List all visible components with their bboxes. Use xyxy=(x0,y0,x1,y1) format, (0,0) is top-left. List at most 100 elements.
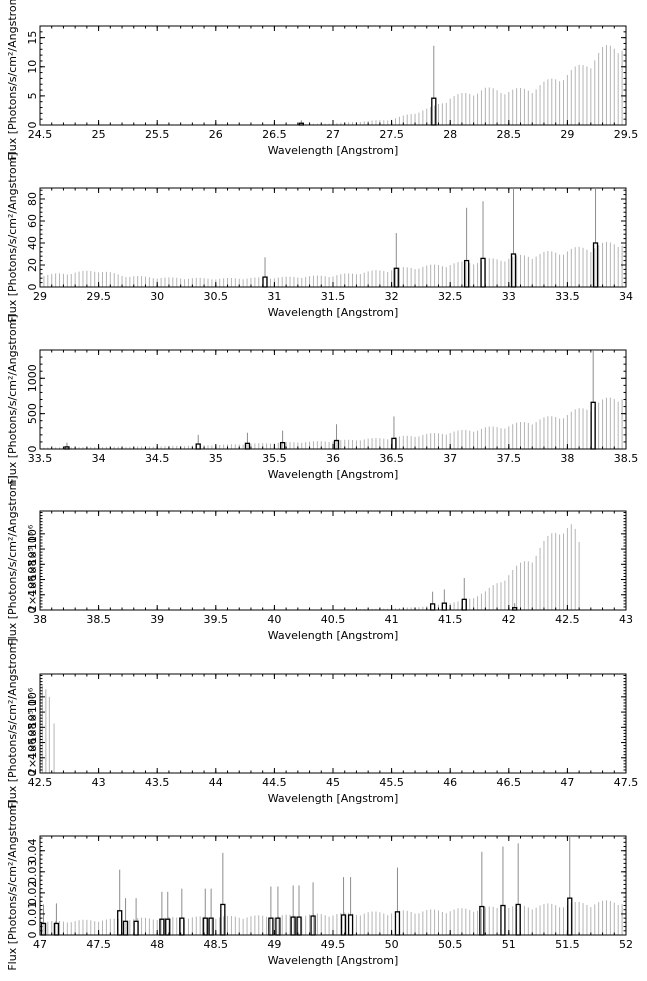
x-tick-label: 33 xyxy=(502,290,516,303)
plot-frame xyxy=(39,349,627,450)
x-tick-label: 34 xyxy=(619,290,633,303)
y-tick-label: 10⁶ xyxy=(26,687,39,706)
y-tick-label: 0.03 xyxy=(26,860,39,885)
x-tick-label: 33.5 xyxy=(28,452,53,465)
y-tick-label: 4×10⁵ xyxy=(26,562,39,597)
y-tick-label: 4×10⁵ xyxy=(26,725,39,760)
x-tick-label: 39.5 xyxy=(204,613,229,626)
x-tick-label: 31 xyxy=(267,290,281,303)
y-axis-label: Flux [Photons/s/cm²/Angstrom] xyxy=(6,800,19,970)
x-tick-label: 32 xyxy=(385,290,399,303)
x-tick-label: 45 xyxy=(326,776,340,789)
data-bar xyxy=(117,910,123,936)
x-tick-label: 38 xyxy=(33,613,47,626)
x-tick-label: 30.5 xyxy=(204,290,229,303)
x-tick-label: 47 xyxy=(33,938,47,951)
panel-1: 24.5 25 25.5 26 26.5 27 27.5 28 28.5 29 29.5 0 5 10 15… xyxy=(6,0,638,161)
plot-frame xyxy=(39,25,627,126)
data-bar xyxy=(510,253,517,288)
y-tick-label: 5 xyxy=(26,92,39,99)
data-bar xyxy=(195,443,201,450)
panel-5: 42.5 43 43.5 44 44.5 45 45.5 46 46.5 47 47.5 02×10⁵… xyxy=(6,638,638,808)
y-axis-label: Flux [Photons/s/cm²/Angstrom] xyxy=(6,475,19,645)
x-tick-label: 43 xyxy=(92,776,106,789)
x-tick-label: 48 xyxy=(150,938,164,951)
x-tick-label: 25.5 xyxy=(145,128,170,141)
x-axis-label: Wavelength [Angstrom] xyxy=(268,144,399,157)
y-tick-label: 0 xyxy=(26,284,39,291)
x-tick-label: 36 xyxy=(326,452,340,465)
x-tick-label: 27 xyxy=(326,128,340,141)
x-tick-label: 41.5 xyxy=(438,613,463,626)
plot-frame xyxy=(39,187,627,288)
x-tick-label: 42.5 xyxy=(28,776,53,789)
x-tick-label: 49.5 xyxy=(321,938,346,951)
data-bar xyxy=(461,598,467,611)
x-tick-label: 30 xyxy=(150,290,164,303)
x-tick-label: 46 xyxy=(443,776,457,789)
x-axis-label: Wavelength [Angstrom] xyxy=(268,306,399,319)
data-bar xyxy=(220,903,226,936)
data-bar xyxy=(567,897,573,936)
y-tick-label: 8×10⁵ xyxy=(26,695,39,730)
x-tick-label: 37 xyxy=(443,452,457,465)
y-tick-label: 2×10⁵ xyxy=(26,740,39,775)
x-tick-label: 42 xyxy=(502,613,516,626)
x-tick-label: 24.5 xyxy=(28,128,53,141)
x-tick-label: 40.5 xyxy=(321,613,346,626)
x-tick-label: 43 xyxy=(619,613,633,626)
y-tick-label: 0 xyxy=(26,770,39,777)
x-tick-label: 48.5 xyxy=(204,938,229,951)
plot-frame xyxy=(39,510,627,611)
x-tick-label: 51.5 xyxy=(555,938,580,951)
x-tick-label: 47 xyxy=(560,776,574,789)
x-tick-label: 47.5 xyxy=(86,938,111,951)
x-tick-label: 28.5 xyxy=(497,128,522,141)
y-tick-label: 6×10⁵ xyxy=(26,710,39,745)
x-tick-label: 40 xyxy=(267,613,281,626)
data-bar xyxy=(431,97,437,126)
x-tick-label: 35.5 xyxy=(262,452,287,465)
data-bar xyxy=(590,401,596,450)
data-bar xyxy=(500,904,506,936)
y-tick-label: 10⁶ xyxy=(26,524,39,543)
data-bar xyxy=(592,242,599,288)
y-axis-label: Flux [Photons/s/cm²/Angstrom] xyxy=(6,0,19,161)
x-tick-label: 51 xyxy=(502,938,516,951)
data-bar xyxy=(53,922,60,936)
panel-3: 33.5 34 34.5 35 35.5 36 36.5 37 37.5 38 38.5 0 500 10… xyxy=(6,314,638,484)
x-tick-label: 45.5 xyxy=(379,776,404,789)
data-bar xyxy=(441,602,447,611)
x-tick-label: 46.5 xyxy=(497,776,522,789)
panel-6: 47 47.5 48 48.5 49 49.5 50 50.5 51 51.5 5200.010.0… xyxy=(6,800,633,970)
x-tick-label: 29.5 xyxy=(86,290,111,303)
y-tick-label: 8×10⁵ xyxy=(26,532,39,567)
x-tick-label: 42.5 xyxy=(555,613,580,626)
data-bar xyxy=(179,917,185,936)
y-tick-label: 40 xyxy=(26,236,39,250)
y-tick-label: 2×10⁵ xyxy=(26,577,39,612)
data-bar xyxy=(262,276,268,288)
y-tick-label: 15 xyxy=(26,31,39,45)
x-tick-label: 34 xyxy=(92,452,106,465)
data-bar xyxy=(515,903,521,936)
x-tick-label: 32.5 xyxy=(438,290,463,303)
y-tick-label: 0.04 xyxy=(26,838,39,863)
y-tick-label: 0 xyxy=(26,607,39,614)
y-tick-label: 80 xyxy=(26,192,39,206)
x-tick-label: 43.5 xyxy=(145,776,170,789)
x-tick-label: 29 xyxy=(33,290,47,303)
x-tick-label: 41 xyxy=(385,613,399,626)
x-axis-label: Wavelength [Angstrom] xyxy=(268,629,399,642)
y-tick-label: 60 xyxy=(26,214,39,228)
data-bar xyxy=(429,603,436,611)
data-bar xyxy=(463,259,470,288)
panel-2: 29 29.5 30 30.5 31 31.5 32 32.5 33 33.5 34 0 20 40 60 8… xyxy=(6,152,633,322)
data-bar xyxy=(480,257,486,288)
x-tick-label: 38.5 xyxy=(614,452,639,465)
y-axis-label: Flux [Photons/s/cm²/Angstrom] xyxy=(6,638,19,808)
x-tick-label: 29.5 xyxy=(614,128,639,141)
y-tick-label: 1000 xyxy=(26,364,39,392)
